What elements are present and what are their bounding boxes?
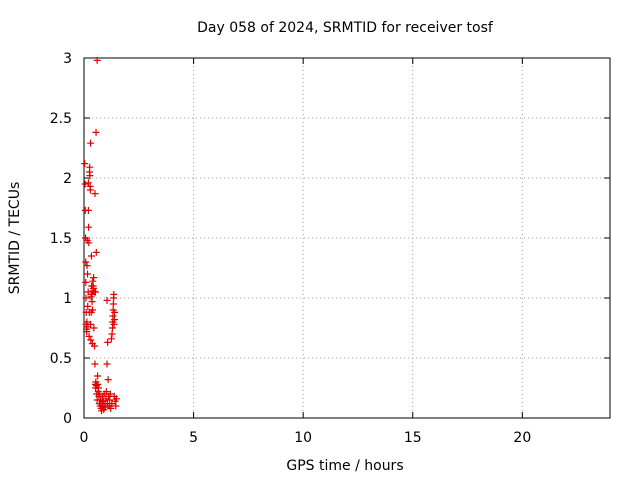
data-point — [87, 320, 95, 328]
data-point — [101, 403, 109, 411]
data-point — [82, 278, 90, 286]
data-point — [104, 376, 112, 384]
data-point — [103, 296, 111, 304]
data-point — [94, 384, 102, 392]
data-point — [85, 332, 93, 340]
data-point — [93, 56, 101, 64]
data-point — [94, 372, 102, 380]
data-point — [85, 239, 93, 247]
data-point — [91, 342, 99, 350]
y-tick-label: 1 — [63, 291, 72, 307]
data-point — [84, 206, 92, 214]
data-point — [92, 128, 100, 136]
data-point — [104, 338, 112, 346]
chart-title: Day 058 of 2024, SRMTID for receiver tos… — [197, 20, 494, 36]
data-point — [103, 360, 111, 368]
data-point — [84, 179, 92, 187]
data-point — [87, 139, 95, 147]
data-point — [90, 324, 98, 332]
x-axis-label: GPS time / hours — [286, 458, 403, 474]
data-point — [94, 380, 102, 388]
y-axis-ticks: 0 0.5 1 1.5 2 2.5 3 — [50, 51, 610, 427]
data-point — [106, 396, 114, 404]
data-point — [83, 328, 91, 336]
data-point — [91, 288, 99, 296]
data-point — [81, 160, 89, 168]
data-point — [110, 290, 118, 298]
data-point — [84, 288, 92, 296]
x-tick-label: 5 — [189, 430, 198, 446]
y-tick-label: 2.5 — [50, 111, 72, 127]
x-axis-ticks: 0 5 10 15 20 — [80, 58, 531, 446]
data-point — [86, 172, 94, 180]
data-point — [88, 298, 96, 306]
data-point — [83, 262, 91, 270]
data-point — [107, 335, 115, 343]
data-points — [81, 56, 120, 415]
y-tick-label: 3 — [63, 51, 72, 67]
data-point — [81, 180, 89, 188]
data-point — [86, 186, 94, 194]
data-point — [84, 270, 92, 278]
data-point — [89, 306, 97, 314]
y-axis-label: SRMTID / TECUs — [7, 182, 23, 295]
data-point — [91, 360, 99, 368]
data-point — [102, 388, 110, 396]
data-point — [89, 284, 97, 292]
data-point — [109, 312, 117, 320]
x-tick-label: 15 — [404, 430, 422, 446]
x-tick-label: 0 — [80, 430, 89, 446]
y-tick-label: 2 — [63, 171, 72, 187]
data-point — [107, 404, 115, 412]
x-tick-label: 10 — [294, 430, 312, 446]
data-point — [112, 402, 120, 410]
data-point — [110, 316, 118, 324]
data-point — [111, 308, 119, 316]
plot-frame — [83, 57, 611, 419]
data-point — [83, 318, 91, 326]
grid-lines — [84, 58, 610, 418]
data-point — [90, 274, 98, 282]
data-point — [82, 258, 90, 266]
data-point — [84, 302, 92, 310]
y-tick-label: 1.5 — [50, 231, 72, 247]
data-point — [109, 300, 117, 308]
data-point — [108, 330, 116, 338]
data-point — [106, 390, 114, 398]
data-point — [112, 395, 120, 403]
data-point — [108, 324, 116, 332]
data-point — [91, 190, 99, 198]
x-tick-label: 20 — [513, 430, 531, 446]
y-tick-label: 0 — [63, 411, 72, 427]
data-point — [92, 248, 100, 256]
data-point — [85, 223, 93, 231]
data-point — [87, 252, 95, 260]
data-point — [87, 336, 95, 344]
data-point — [86, 163, 94, 171]
data-point — [82, 294, 90, 302]
y-tick-label: 0.5 — [50, 351, 72, 367]
